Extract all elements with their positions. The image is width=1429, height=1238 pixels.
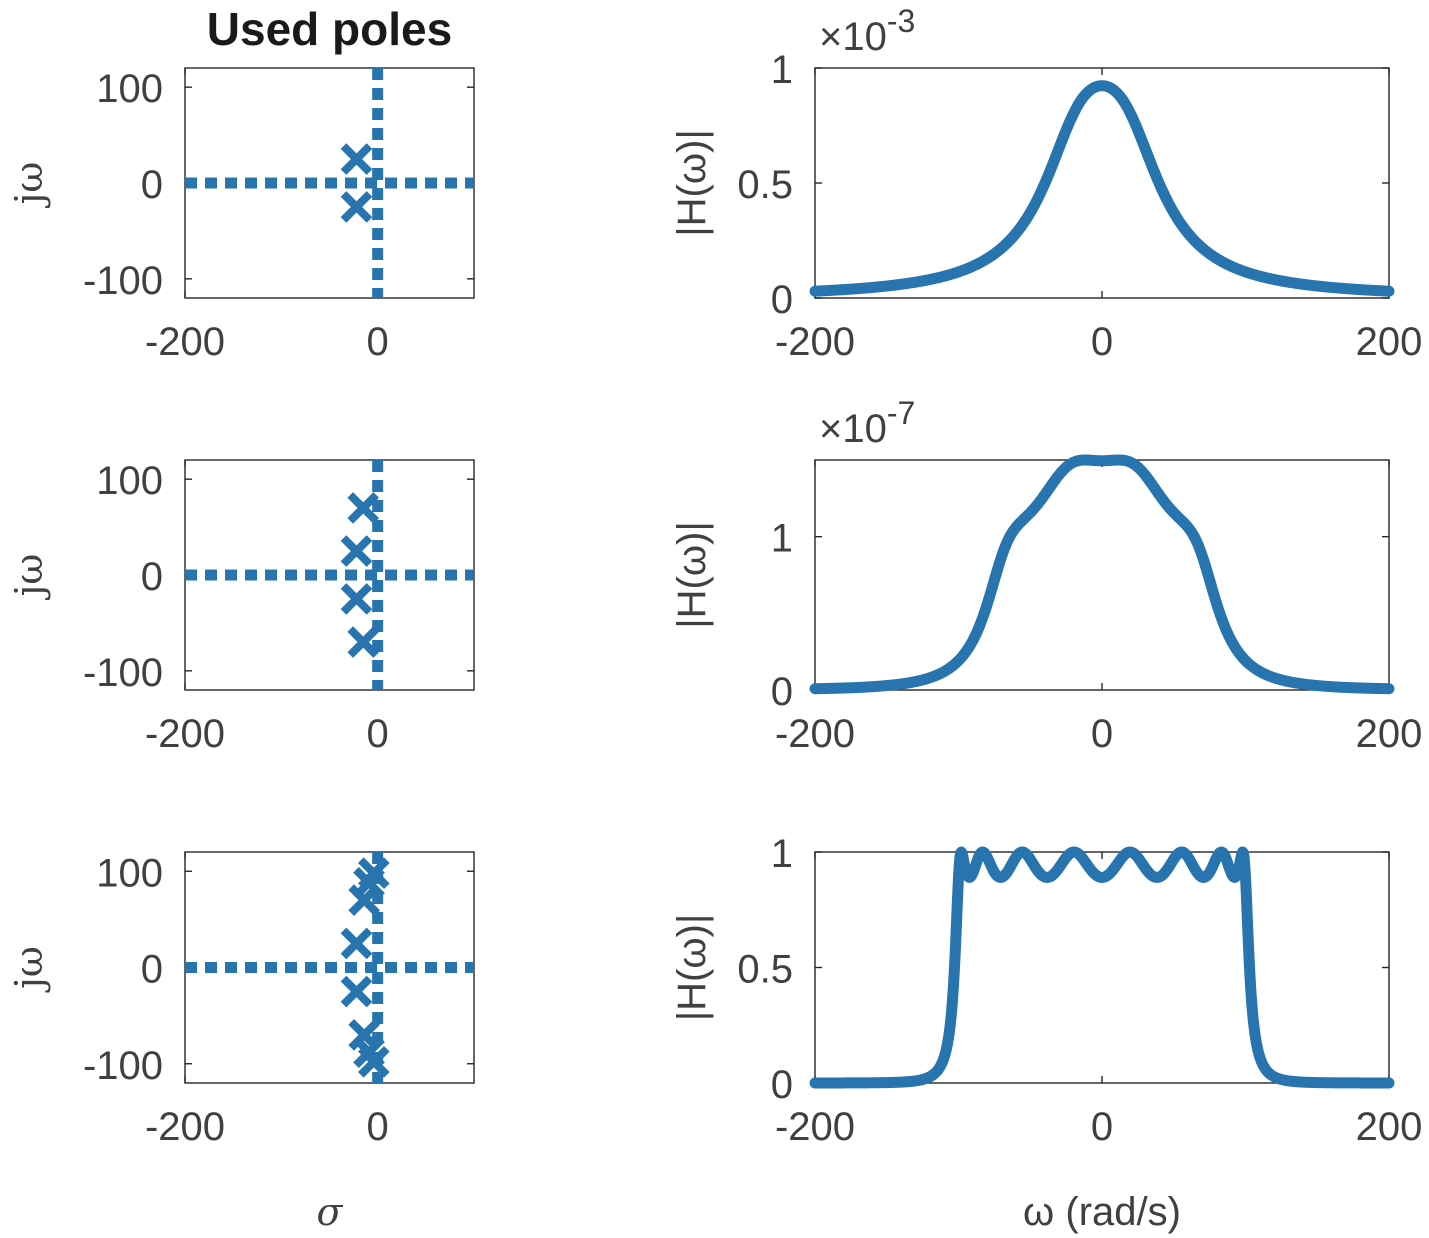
y-tick-label: 100 (96, 67, 163, 111)
y-axis-label: jω (7, 162, 51, 209)
y-tick-label: 1 (771, 517, 793, 561)
y-axis-label: jω (7, 946, 51, 993)
x-tick-label: 200 (1356, 320, 1423, 364)
pole-marker-stroke (340, 975, 373, 1008)
pole-marker (348, 884, 381, 916)
pole-marker (357, 1045, 390, 1078)
pole-marker-stroke (340, 583, 373, 615)
y-tick-label: 0 (771, 278, 793, 322)
pole-marker (340, 975, 373, 1008)
y-tick-label: -100 (83, 1044, 163, 1088)
x-axis-label: ω (rad/s) (1023, 1190, 1181, 1234)
magnitude-curve (809, 454, 1395, 695)
y-tick-label: 0 (771, 670, 793, 714)
pole-marker (340, 535, 373, 567)
pole-marker (340, 191, 373, 223)
pole-marker (340, 583, 373, 615)
pole-marker-stroke (340, 927, 373, 960)
plot-area (814, 459, 1390, 691)
y-tick-label: 0 (141, 555, 163, 599)
x-tick-label: 200 (1356, 1105, 1423, 1149)
y-tick-label: -100 (83, 259, 163, 303)
y-tick-label: 100 (96, 459, 163, 503)
chart-title: Used poles (207, 3, 452, 55)
y-tick-label: 0 (141, 948, 163, 992)
exponent-base: ×10 (819, 407, 887, 451)
pole-marker (340, 927, 373, 960)
x-tick-label: 0 (367, 1105, 389, 1149)
magnitude-curve (809, 846, 1395, 1089)
y-tick-label: -100 (83, 651, 163, 695)
y-tick-label: 0.5 (737, 948, 793, 992)
magnitude-curve (809, 80, 1395, 297)
exponent-label: ×10-7 (819, 395, 915, 451)
x-tick-label: 0 (1091, 1105, 1113, 1149)
y-tick-label: 0 (141, 163, 163, 207)
pole-marker (347, 492, 380, 524)
pole-plot-2: -200 0 -100 0 100 jω (7, 459, 475, 756)
exponent-label: ×10-3 (819, 3, 915, 59)
pole-plot-1: -200 0 -100 0 100 jω Used poles (7, 3, 475, 364)
y-tick-label: 0 (771, 1063, 793, 1107)
x-tick-label: 200 (1356, 712, 1423, 756)
x-tick-label: 0 (367, 712, 389, 756)
exponent-power: -7 (887, 395, 915, 431)
x-tick-label: -200 (145, 1105, 225, 1149)
x-tick-label: -200 (775, 1105, 855, 1149)
pole-marker-stroke (340, 191, 373, 223)
pole-marker-stroke (340, 143, 373, 175)
x-tick-label: 0 (1091, 320, 1113, 364)
y-axis-label: |H(ω)| (670, 129, 714, 237)
y-axis-label: |H(ω)| (670, 521, 714, 629)
x-tick-label: -200 (145, 712, 225, 756)
pole-marker-stroke (348, 884, 381, 916)
x-tick-label: 0 (367, 320, 389, 364)
y-axis-label: jω (7, 554, 51, 601)
y-tick-label: 0.5 (737, 163, 793, 207)
pole-marker-stroke (347, 492, 380, 524)
pole-marker (347, 626, 380, 658)
x-tick-label: -200 (145, 320, 225, 364)
y-tick-label: 1 (771, 48, 793, 92)
plot-area (814, 851, 1390, 1084)
exponent-base: ×10 (819, 15, 887, 59)
x-tick-label: -200 (775, 712, 855, 756)
x-tick-label: 0 (1091, 712, 1113, 756)
pole-marker-stroke (347, 626, 380, 658)
x-tick-label: -200 (775, 320, 855, 364)
y-axis-label: |H(ω)| (670, 914, 714, 1022)
exponent-power: -3 (887, 3, 915, 39)
y-tick-label: 1 (771, 832, 793, 876)
pole-marker-stroke (357, 1045, 390, 1078)
y-tick-label: 100 (96, 851, 163, 895)
pole-marker (340, 143, 373, 175)
plot-area (814, 67, 1390, 299)
pole-marker-stroke (340, 535, 373, 567)
pole-plot-3: -200 0 -100 0 100 jω σ (7, 851, 475, 1234)
x-axis-label: σ (317, 1190, 344, 1234)
